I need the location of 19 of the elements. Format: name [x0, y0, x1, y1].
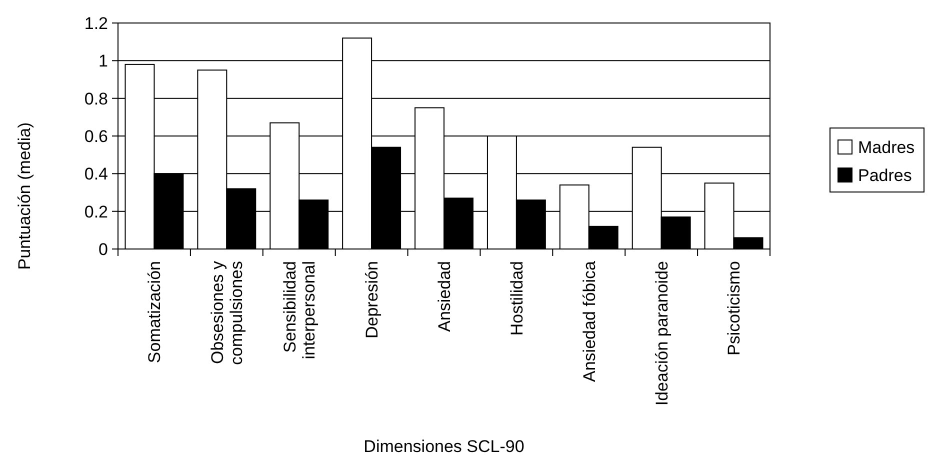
- x-tick-label: Hostilidad: [507, 261, 526, 336]
- y-tick-label: 1.2: [84, 14, 108, 33]
- y-tick-label: 0: [98, 240, 108, 259]
- y-tick-label: 0.6: [84, 126, 108, 146]
- y-tick-label: 0.8: [84, 89, 108, 108]
- x-tick-label: Somatización: [145, 261, 164, 364]
- legend-label: Madres: [858, 138, 915, 157]
- y-axis-title: Puntuación (media): [15, 122, 34, 270]
- x-tick-label: Depresión: [362, 261, 382, 338]
- x-tick-label: Ideación paranoide: [652, 261, 672, 406]
- x-axis-title: Dimensiones SCL-90: [364, 437, 524, 456]
- x-tick-label: Obsesiones y compulsiones: [208, 260, 246, 365]
- x-tick-label: Ansiedad fóbica: [580, 260, 599, 382]
- x-tick-label: Ansiedad: [434, 261, 454, 332]
- y-tick-label: 0.4: [84, 164, 108, 184]
- y-tick-label: 1: [98, 52, 108, 71]
- legend-label: Padres: [858, 166, 912, 185]
- y-tick-label: 0.2: [84, 202, 108, 222]
- x-tick-label: Psicoticismo: [724, 261, 744, 356]
